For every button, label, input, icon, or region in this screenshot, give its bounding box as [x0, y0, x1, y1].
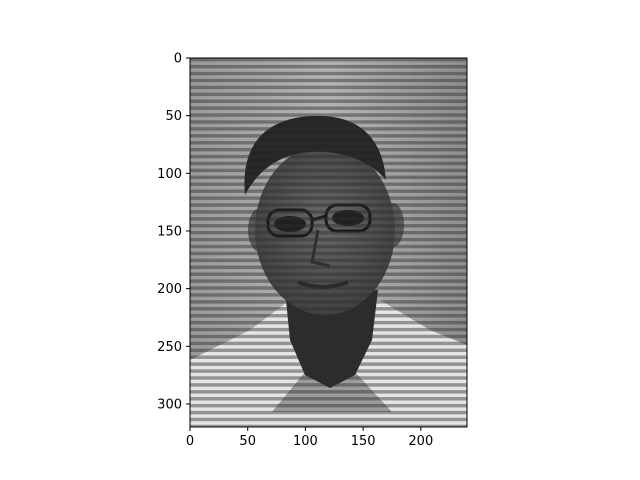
stripe-band: [190, 258, 467, 263]
y-tick-label: 150: [157, 224, 182, 239]
stripe-band: [190, 348, 467, 353]
glasses-bridge: [311, 214, 327, 222]
stripe-band: [190, 334, 467, 339]
x-tick-label: 200: [408, 434, 433, 449]
stripe-band: [190, 313, 467, 318]
plot-frame: [189, 57, 468, 428]
x-tick-label: 100: [293, 434, 318, 449]
stripe-band: [190, 230, 467, 235]
stripe-band: [190, 397, 467, 401]
stripe-band: [190, 376, 467, 380]
stripe-band: [190, 196, 467, 200]
hair-region: [244, 115, 386, 195]
x-tick-label: 150: [351, 434, 376, 449]
stripe-band: [190, 210, 467, 214]
stripe-band: [190, 64, 467, 69]
stripe-band: [190, 154, 467, 159]
y-tick-label: 100: [157, 167, 182, 182]
stripe-band: [190, 244, 467, 249]
y-tick-label: 200: [157, 282, 182, 297]
stripe-band: [190, 58, 467, 62]
stripe-band: [190, 300, 467, 304]
stripe-band: [190, 307, 467, 311]
stripe-band: [190, 369, 467, 373]
stripe-band: [190, 161, 467, 166]
stripe-band: [190, 237, 467, 242]
stripe-band: [190, 383, 467, 387]
stripe-band: [190, 417, 467, 422]
stripe-band: [190, 120, 467, 124]
stripe-band: [190, 147, 467, 152]
x-axis: 0 50 100 150 200: [186, 427, 433, 449]
stripe-band: [190, 341, 467, 346]
stripe-band: [190, 217, 467, 221]
stripe-band: [190, 106, 467, 110]
stripe-band: [190, 189, 467, 193]
left-eye: [274, 216, 306, 232]
stripe-band: [190, 362, 467, 366]
collar-region: [272, 372, 392, 412]
stripe-band: [190, 224, 467, 228]
right-eye: [332, 210, 364, 226]
y-tick-label: 250: [157, 340, 182, 355]
face-region: [255, 145, 395, 315]
stripe-band: [190, 203, 467, 207]
neck-region: [285, 290, 378, 388]
y-tick-label: 50: [165, 109, 182, 124]
stripe-band: [190, 265, 467, 270]
stripe-band: [190, 99, 467, 103]
stripe-band: [190, 168, 467, 173]
x-tick-label: 50: [239, 434, 256, 449]
stripe-band: [190, 78, 467, 83]
stripe-band: [190, 390, 467, 394]
right-glasses-lens: [324, 203, 372, 233]
left-glasses-lens: [266, 208, 314, 238]
stripe-band: [190, 320, 467, 325]
stripe-band: [190, 272, 467, 276]
stripe-band: [190, 327, 467, 332]
y-tick-label: 0: [174, 52, 182, 67]
stripe-band: [190, 410, 467, 415]
stripe-pattern: [190, 58, 467, 427]
stripe-band: [190, 175, 467, 180]
stripe-band: [190, 424, 467, 427]
nose: [310, 229, 331, 268]
stripe-band: [190, 182, 467, 186]
stripe-band: [190, 85, 467, 90]
x-tick-label: 0: [186, 434, 194, 449]
mouth: [297, 280, 349, 289]
image-plot: [190, 58, 467, 427]
stripe-band: [190, 279, 467, 283]
stripe-band: [190, 113, 467, 117]
stripe-band: [190, 92, 467, 97]
stripe-band: [190, 141, 467, 145]
y-tick-label: 300: [157, 397, 182, 412]
stripe-band: [190, 127, 467, 131]
stripe-band: [190, 286, 467, 290]
stripe-band: [190, 251, 467, 256]
stripe-band: [190, 293, 467, 297]
stripe-band: [190, 134, 467, 138]
stripe-band: [190, 71, 467, 76]
stripe-band: [190, 355, 467, 359]
stripe-band: [190, 403, 467, 408]
y-axis: 0 50 100 150 200 250 300: [157, 52, 190, 412]
